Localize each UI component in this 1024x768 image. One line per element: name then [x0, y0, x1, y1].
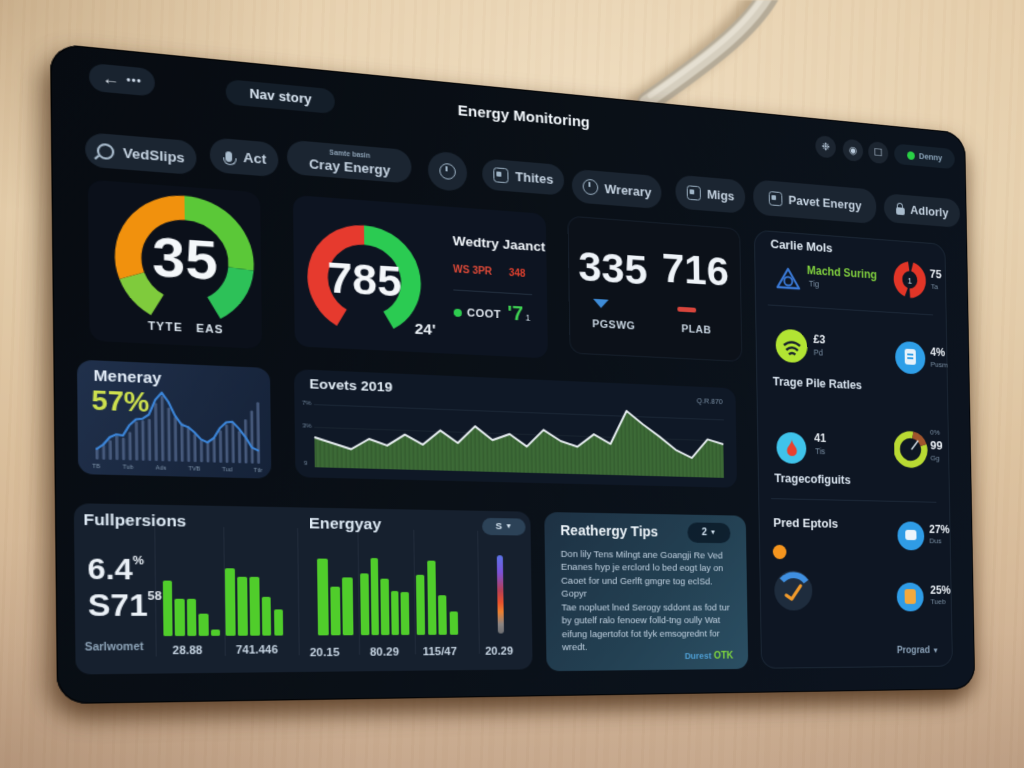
svg-text:1: 1	[908, 277, 913, 286]
